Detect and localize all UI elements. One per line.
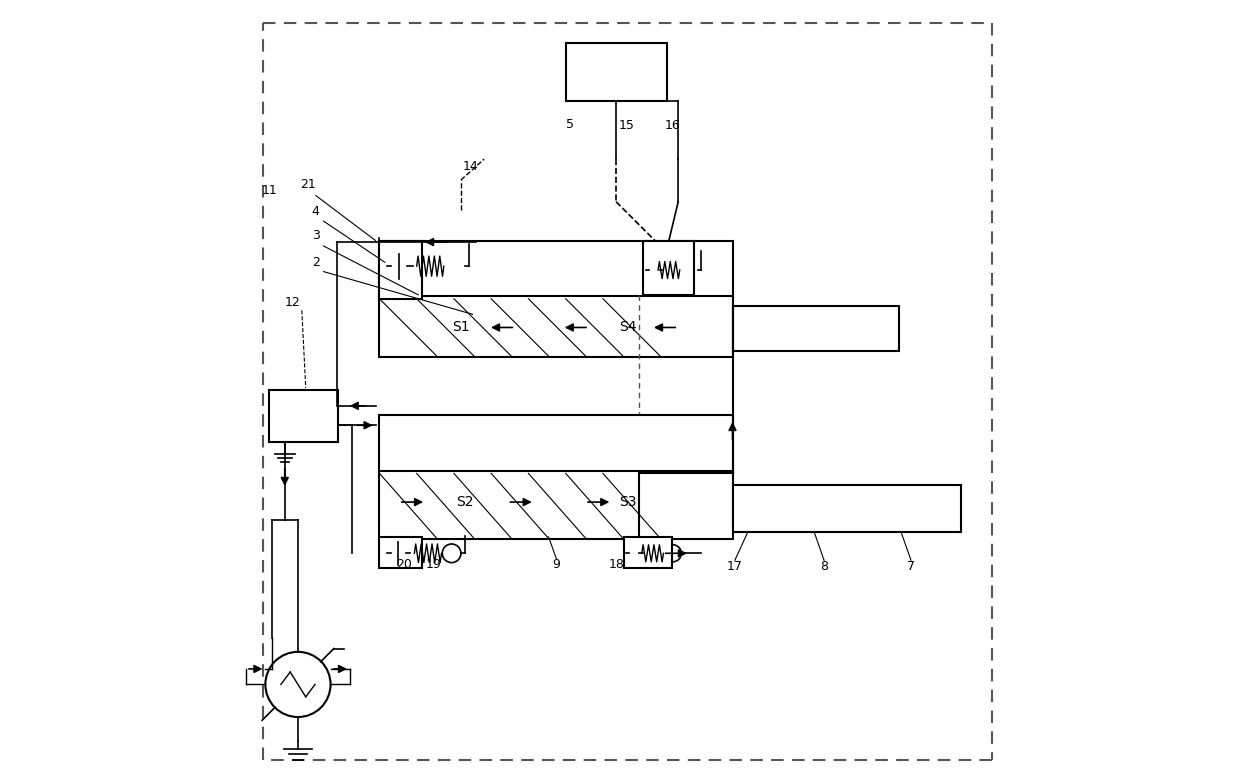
Text: 4: 4 [312,205,320,217]
Text: S2: S2 [456,495,474,509]
Text: 11: 11 [262,184,277,196]
Text: 15: 15 [619,120,634,132]
Bar [644,241,693,295]
Text: S3: S3 [619,495,636,509]
Text: 2: 2 [312,256,320,268]
Bar [733,485,961,532]
Bar [379,471,733,539]
Bar [379,241,422,299]
Text: 17: 17 [727,560,743,573]
Text: S4: S4 [619,320,636,334]
Bar [379,241,733,299]
Text: 21: 21 [300,178,316,191]
Text: 19: 19 [425,559,441,571]
Bar [379,296,733,357]
Bar [269,390,337,442]
Bar [733,306,899,351]
Bar [565,43,667,101]
Text: 7: 7 [906,560,915,573]
Text: 14: 14 [463,161,479,173]
Text: 12: 12 [285,296,300,309]
Text: 20: 20 [397,559,412,571]
Bar [624,537,672,568]
Text: S1: S1 [453,320,470,334]
Text: 18: 18 [609,559,625,571]
Text: 8: 8 [820,560,828,573]
Text: 5: 5 [565,118,574,130]
Text: 9: 9 [553,559,560,571]
Text: 16: 16 [665,120,681,132]
Bar [379,537,422,568]
Text: 3: 3 [312,230,320,242]
Bar [379,415,733,473]
